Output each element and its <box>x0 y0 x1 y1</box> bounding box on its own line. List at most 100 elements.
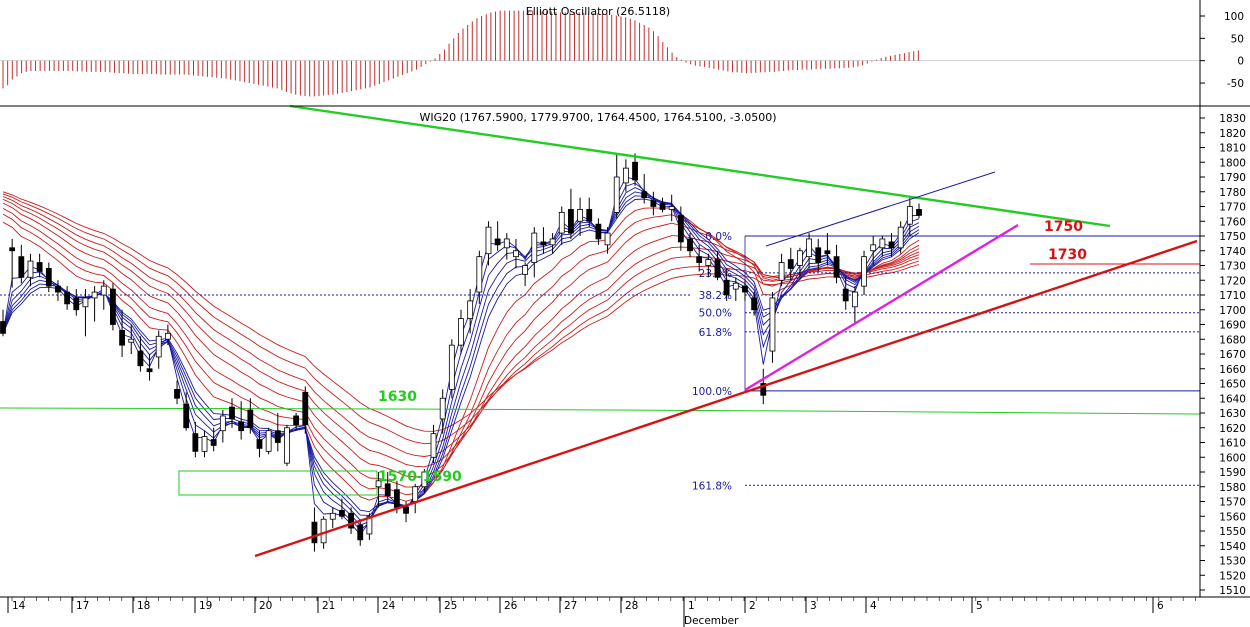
candle-body <box>265 430 272 452</box>
x-tick-label: 25 <box>444 600 457 612</box>
osc-tick-label: 0 <box>1237 56 1244 68</box>
candle-body <box>650 200 657 207</box>
y-tick-label: 1540 <box>1219 541 1246 553</box>
candle-body <box>320 518 327 544</box>
candle-body <box>293 415 300 426</box>
candle-body <box>769 297 776 352</box>
candle-body <box>568 209 574 234</box>
x-tick-label: 19 <box>199 600 212 612</box>
green-level-1630 <box>0 407 1201 415</box>
candle-body <box>302 391 309 426</box>
candle-body <box>137 350 144 367</box>
candle-body <box>751 297 758 311</box>
x-tick-label: 26 <box>504 600 518 612</box>
candle-body <box>723 279 730 296</box>
candle-body <box>476 256 483 293</box>
candle-body <box>110 288 116 325</box>
candle-body <box>9 247 16 252</box>
candle-body <box>494 238 501 246</box>
candle-body <box>274 430 281 443</box>
y-tick-label: 1820 <box>1219 128 1246 140</box>
candle-body <box>870 244 877 252</box>
fib-label: 161.8% <box>692 480 732 492</box>
price-title: WIG20 (1767.5900, 1779.9700, 1764.4500, … <box>419 111 776 124</box>
candle-body <box>238 421 245 432</box>
fib-label: 100.0% <box>692 386 732 398</box>
candle-body <box>284 427 290 464</box>
candle-body <box>613 176 620 213</box>
candle-body <box>329 512 336 520</box>
x-tick-label: 27 <box>564 600 577 612</box>
candle-body <box>64 291 71 305</box>
candle-body <box>604 232 611 246</box>
candle-body <box>531 232 538 263</box>
x-tick-label: 4 <box>870 600 877 612</box>
candle-body <box>27 260 34 278</box>
candle-body <box>696 256 703 263</box>
candle-body <box>384 483 391 496</box>
candle-body <box>549 238 556 246</box>
candle-body <box>824 250 831 255</box>
annotation-1730: 1730 <box>1048 247 1087 263</box>
candle-body <box>73 297 80 311</box>
y-tick-label: 1680 <box>1219 334 1246 346</box>
y-tick-label: 1660 <box>1219 364 1246 376</box>
ma-ribbon-blue <box>2 198 920 513</box>
candle-body <box>503 238 510 249</box>
osc-tick-label: 100 <box>1224 11 1244 23</box>
candle-body <box>366 515 373 535</box>
candle-body <box>412 486 419 502</box>
support-trendline <box>254 239 1198 558</box>
candle-body <box>522 265 529 275</box>
x-tick-label: 18 <box>137 600 150 612</box>
candle-body <box>439 397 446 420</box>
candle-body <box>430 433 437 458</box>
y-tick-label: 1510 <box>1219 585 1246 597</box>
ma-ribbon-red <box>2 198 920 468</box>
x-tick-label: 3 <box>810 600 817 612</box>
osc-title: Elliott Oscillator (26.5118) <box>526 5 670 18</box>
candle-body <box>485 226 492 255</box>
y-tick-label: 1600 <box>1219 452 1246 464</box>
candle-body <box>219 415 226 432</box>
candle-body <box>36 262 43 272</box>
channel-upper-line <box>765 171 996 247</box>
candle-body <box>842 288 849 302</box>
candle-body <box>18 256 25 278</box>
y-tick-label: 1590 <box>1219 467 1246 479</box>
candle-body <box>851 291 858 308</box>
candle-body <box>146 368 153 373</box>
candle-body <box>797 250 803 266</box>
candle-body <box>888 241 895 249</box>
y-tick-label: 1730 <box>1219 261 1246 273</box>
fib-label: 38.2% <box>699 290 732 302</box>
y-tick-label: 1700 <box>1219 305 1246 317</box>
candle-body <box>247 409 254 429</box>
candle-body <box>668 206 675 210</box>
ma-ribbon-red <box>2 193 920 445</box>
candle-body <box>622 167 629 184</box>
x-tick-label: 28 <box>625 600 638 612</box>
candle-body <box>183 403 190 429</box>
candle-body <box>91 291 98 299</box>
x-tick-label: 20 <box>259 600 272 612</box>
x-tick-label: 6 <box>1157 600 1164 612</box>
x-tick-label: 17 <box>76 600 89 612</box>
osc-tick-label: 50 <box>1231 33 1244 45</box>
fib-label: 0.0% <box>705 231 732 243</box>
y-tick-label: 1560 <box>1219 511 1246 523</box>
candle-body <box>879 238 886 249</box>
candle-body <box>128 338 135 343</box>
y-tick-label: 1800 <box>1219 157 1246 169</box>
candle-body <box>348 512 354 529</box>
candle-body <box>916 209 922 216</box>
annotation-1750: 1750 <box>1044 219 1083 235</box>
candle-body <box>393 489 400 508</box>
candle-body <box>448 344 455 390</box>
candle-body <box>732 282 739 290</box>
y-tick-label: 1550 <box>1219 526 1246 538</box>
resistance-trendline <box>289 104 1111 228</box>
candle-body <box>677 214 684 243</box>
candle-body <box>192 433 199 452</box>
